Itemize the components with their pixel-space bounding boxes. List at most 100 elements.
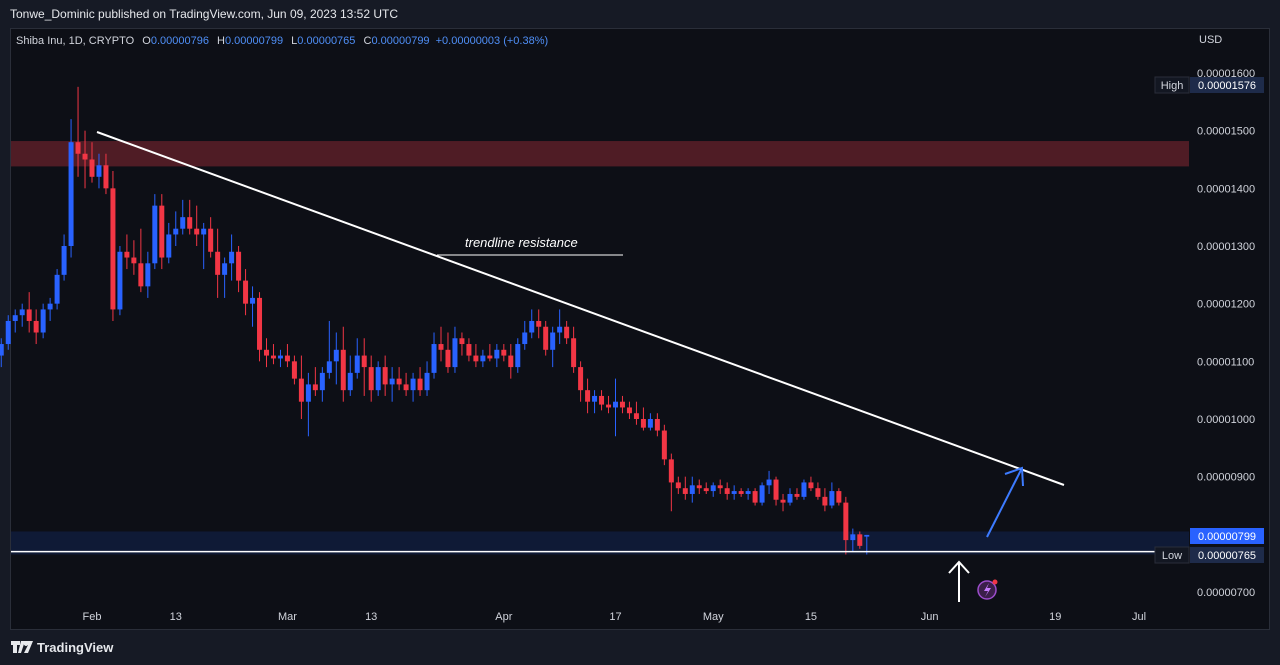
marker-arrowhead	[948, 560, 970, 574]
open-value: 0.00000796	[150, 35, 209, 47]
candle-body	[410, 378, 416, 391]
candle-body	[654, 419, 660, 431]
publish-text: Tonwe_Dominic published on TradingView.c…	[10, 7, 399, 21]
low-price: Low 0.00000765	[1154, 546, 1264, 564]
candle-body	[277, 355, 283, 359]
candle-body	[529, 320, 535, 333]
high-price-value-text: 0.00001576	[1198, 80, 1256, 92]
candle-body	[40, 309, 46, 333]
candle-body	[361, 355, 367, 368]
notification-dot	[992, 579, 998, 585]
candle-body	[668, 459, 674, 483]
high-price-value-bg	[1190, 77, 1264, 93]
candle-body	[599, 395, 605, 405]
candle-body	[626, 407, 632, 414]
candle-body	[166, 234, 172, 258]
candle-body	[354, 355, 360, 373]
projection-arrowhead	[1004, 466, 1024, 487]
candle-body	[75, 142, 81, 154]
resistance-zone	[11, 141, 1189, 167]
candle-body	[682, 488, 688, 494]
high-price-tag-text: High	[1161, 80, 1184, 92]
candle-body	[661, 430, 667, 460]
candle-body	[843, 502, 849, 541]
candle-body	[689, 485, 695, 494]
candle-body	[738, 491, 744, 494]
candle-body	[613, 401, 618, 408]
candle-body	[773, 479, 779, 500]
candle-body	[403, 384, 409, 391]
x-tick-label: Mar	[278, 611, 297, 623]
high-label: H	[217, 35, 225, 47]
trendline-resistance[interactable]	[96, 131, 1065, 486]
low-price-value-bg	[1190, 547, 1264, 563]
candle-body	[564, 326, 570, 339]
candle-body	[759, 485, 765, 503]
candle-body	[131, 257, 137, 264]
low-value: 0.00000765	[297, 35, 356, 47]
y-tick-label: 0.00001200	[1197, 299, 1255, 311]
y-tick-label: 0.00001000	[1197, 414, 1255, 426]
candle-body	[68, 142, 74, 246]
candle-body	[710, 485, 716, 492]
candle-body	[152, 205, 158, 264]
candle-body	[33, 320, 39, 333]
x-tick-label: May	[703, 611, 724, 623]
candle-body	[103, 165, 109, 189]
x-tick-label: Feb	[83, 611, 102, 623]
candle-body	[389, 378, 395, 385]
candle-body	[857, 534, 863, 546]
candle-body	[473, 355, 479, 362]
last-price-value-bg	[1190, 528, 1264, 544]
currency-label[interactable]: USD	[1199, 34, 1223, 46]
candle-body	[340, 349, 346, 391]
candle-body	[501, 349, 507, 356]
candle-body	[647, 419, 653, 428]
close-label: C	[363, 35, 372, 47]
x-tick-label: 19	[1049, 611, 1061, 623]
candle-body	[201, 228, 207, 235]
candle-body	[96, 165, 102, 177]
candle-body	[675, 482, 681, 489]
candle-body	[592, 395, 598, 402]
trendline-annotation: trendline resistance	[465, 235, 578, 250]
candle-body	[333, 349, 339, 362]
candle-body	[640, 419, 646, 428]
x-tick-label: Jul	[1132, 611, 1146, 623]
candle-body	[606, 404, 612, 408]
candle-body	[243, 280, 249, 304]
candle-body	[145, 263, 151, 287]
candle-body	[250, 297, 256, 304]
candle-body	[431, 344, 437, 373]
candle-body	[836, 491, 842, 503]
bottom-bar	[0, 632, 1280, 665]
candle-body	[326, 361, 332, 373]
lightning-bolt-icon	[984, 583, 991, 597]
candle-body	[557, 326, 563, 333]
candle-body	[424, 372, 430, 391]
candle-body	[82, 153, 88, 160]
candle-body	[291, 361, 297, 379]
candle-body	[194, 228, 200, 235]
low-label: L	[291, 35, 298, 47]
candle-body	[459, 338, 465, 345]
candle-body	[829, 491, 835, 506]
high-price-tag-bg	[1154, 76, 1190, 94]
candle-body	[61, 246, 67, 275]
tradingview-brand[interactable]: TradingView	[11, 640, 113, 655]
candle-body	[236, 251, 242, 281]
candle-body	[159, 205, 165, 258]
last-price: 0.00000799	[1190, 528, 1264, 544]
candle-body	[815, 488, 821, 497]
candle-body	[633, 413, 639, 419]
candle-body	[494, 349, 500, 359]
chart-frame[interactable]	[10, 28, 1270, 630]
y-tick-label: 0.00000700	[1197, 587, 1255, 599]
candle-body	[438, 344, 444, 350]
candle-body	[703, 488, 709, 492]
candle-body	[215, 251, 221, 275]
candle-body	[717, 485, 723, 489]
candle-body	[368, 367, 374, 391]
high-value: 0.00000799	[224, 35, 284, 47]
